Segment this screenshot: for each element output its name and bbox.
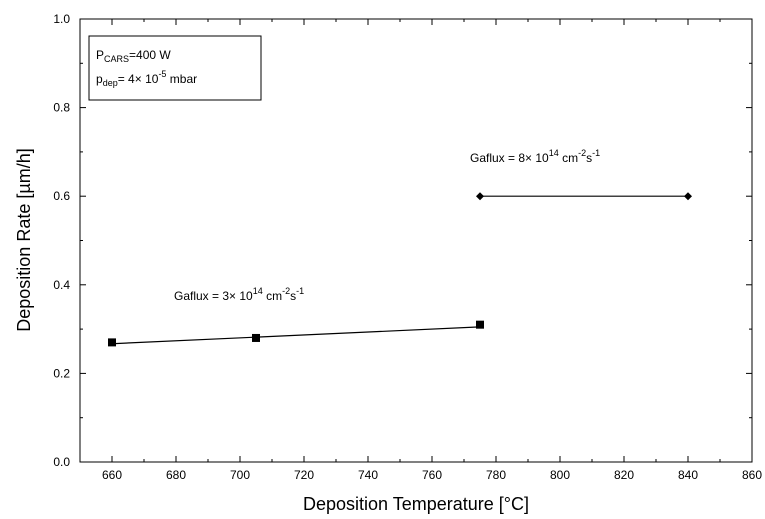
conditions-pressure-sup: -5 bbox=[158, 69, 166, 79]
x-axis-title: Deposition Temperature [°C] bbox=[303, 494, 529, 514]
x-tick-label: 680 bbox=[166, 468, 186, 482]
x-tick-label: 760 bbox=[422, 468, 442, 482]
x-tick-label: 840 bbox=[678, 468, 698, 482]
x-tick-label: 740 bbox=[358, 468, 378, 482]
series-lines bbox=[112, 196, 688, 344]
x-tick-label: 660 bbox=[102, 468, 122, 482]
conditions-pressure-sub: dep bbox=[103, 78, 118, 88]
conditions-pressure-rest1: = 4× 10 bbox=[118, 72, 159, 86]
series1-point bbox=[476, 321, 484, 329]
s2-prefix: Gaflux = 8× 10 bbox=[470, 151, 549, 165]
conditions-power-rest: =400 W bbox=[129, 48, 171, 62]
y-tick-label: 0.4 bbox=[53, 278, 70, 292]
series1-point bbox=[252, 334, 260, 342]
series1-annotation: Gaflux = 3× 1014 cm-2s-1 bbox=[174, 286, 304, 303]
s2-mid: cm bbox=[559, 151, 578, 165]
y-tick-label: 0.0 bbox=[53, 455, 70, 469]
y-tick-label: 0.2 bbox=[53, 366, 70, 380]
x-tick-label: 780 bbox=[486, 468, 506, 482]
y-axis-title: Deposition Rate [µm/h] bbox=[14, 148, 34, 331]
y-tick-label: 0.8 bbox=[53, 101, 70, 115]
x-tick-label: 700 bbox=[230, 468, 250, 482]
series2-point bbox=[684, 192, 692, 200]
s2-sup1: 14 bbox=[549, 148, 559, 158]
s1-prefix: Gaflux = 3× 10 bbox=[174, 289, 253, 303]
x-tick-label: 860 bbox=[742, 468, 762, 482]
x-tick-label: 800 bbox=[550, 468, 570, 482]
x-tick-label: 720 bbox=[294, 468, 314, 482]
x-tick-label: 820 bbox=[614, 468, 634, 482]
series2-point bbox=[476, 192, 484, 200]
series2-annotation: Gaflux = 8× 1014 cm-2s-1 bbox=[470, 148, 600, 165]
conditions-pressure-rest2: mbar bbox=[166, 72, 197, 86]
s2-sup3: -1 bbox=[592, 148, 600, 158]
s1-sup3: -1 bbox=[296, 286, 304, 296]
s1-mid: cm bbox=[263, 289, 282, 303]
conditions-power-sub: CARS bbox=[104, 54, 129, 64]
series-points bbox=[108, 192, 692, 346]
s1-sup2: -2 bbox=[282, 286, 290, 296]
y-tick-label: 1.0 bbox=[53, 12, 70, 26]
conditions-power-main: P bbox=[96, 48, 104, 62]
s2-sup2: -2 bbox=[578, 148, 586, 158]
s1-sup1: 14 bbox=[253, 286, 263, 296]
y-tick-label: 0.6 bbox=[53, 189, 70, 203]
series1-fit-line bbox=[112, 327, 480, 344]
series1-point bbox=[108, 338, 116, 346]
conditions-box bbox=[89, 36, 261, 100]
